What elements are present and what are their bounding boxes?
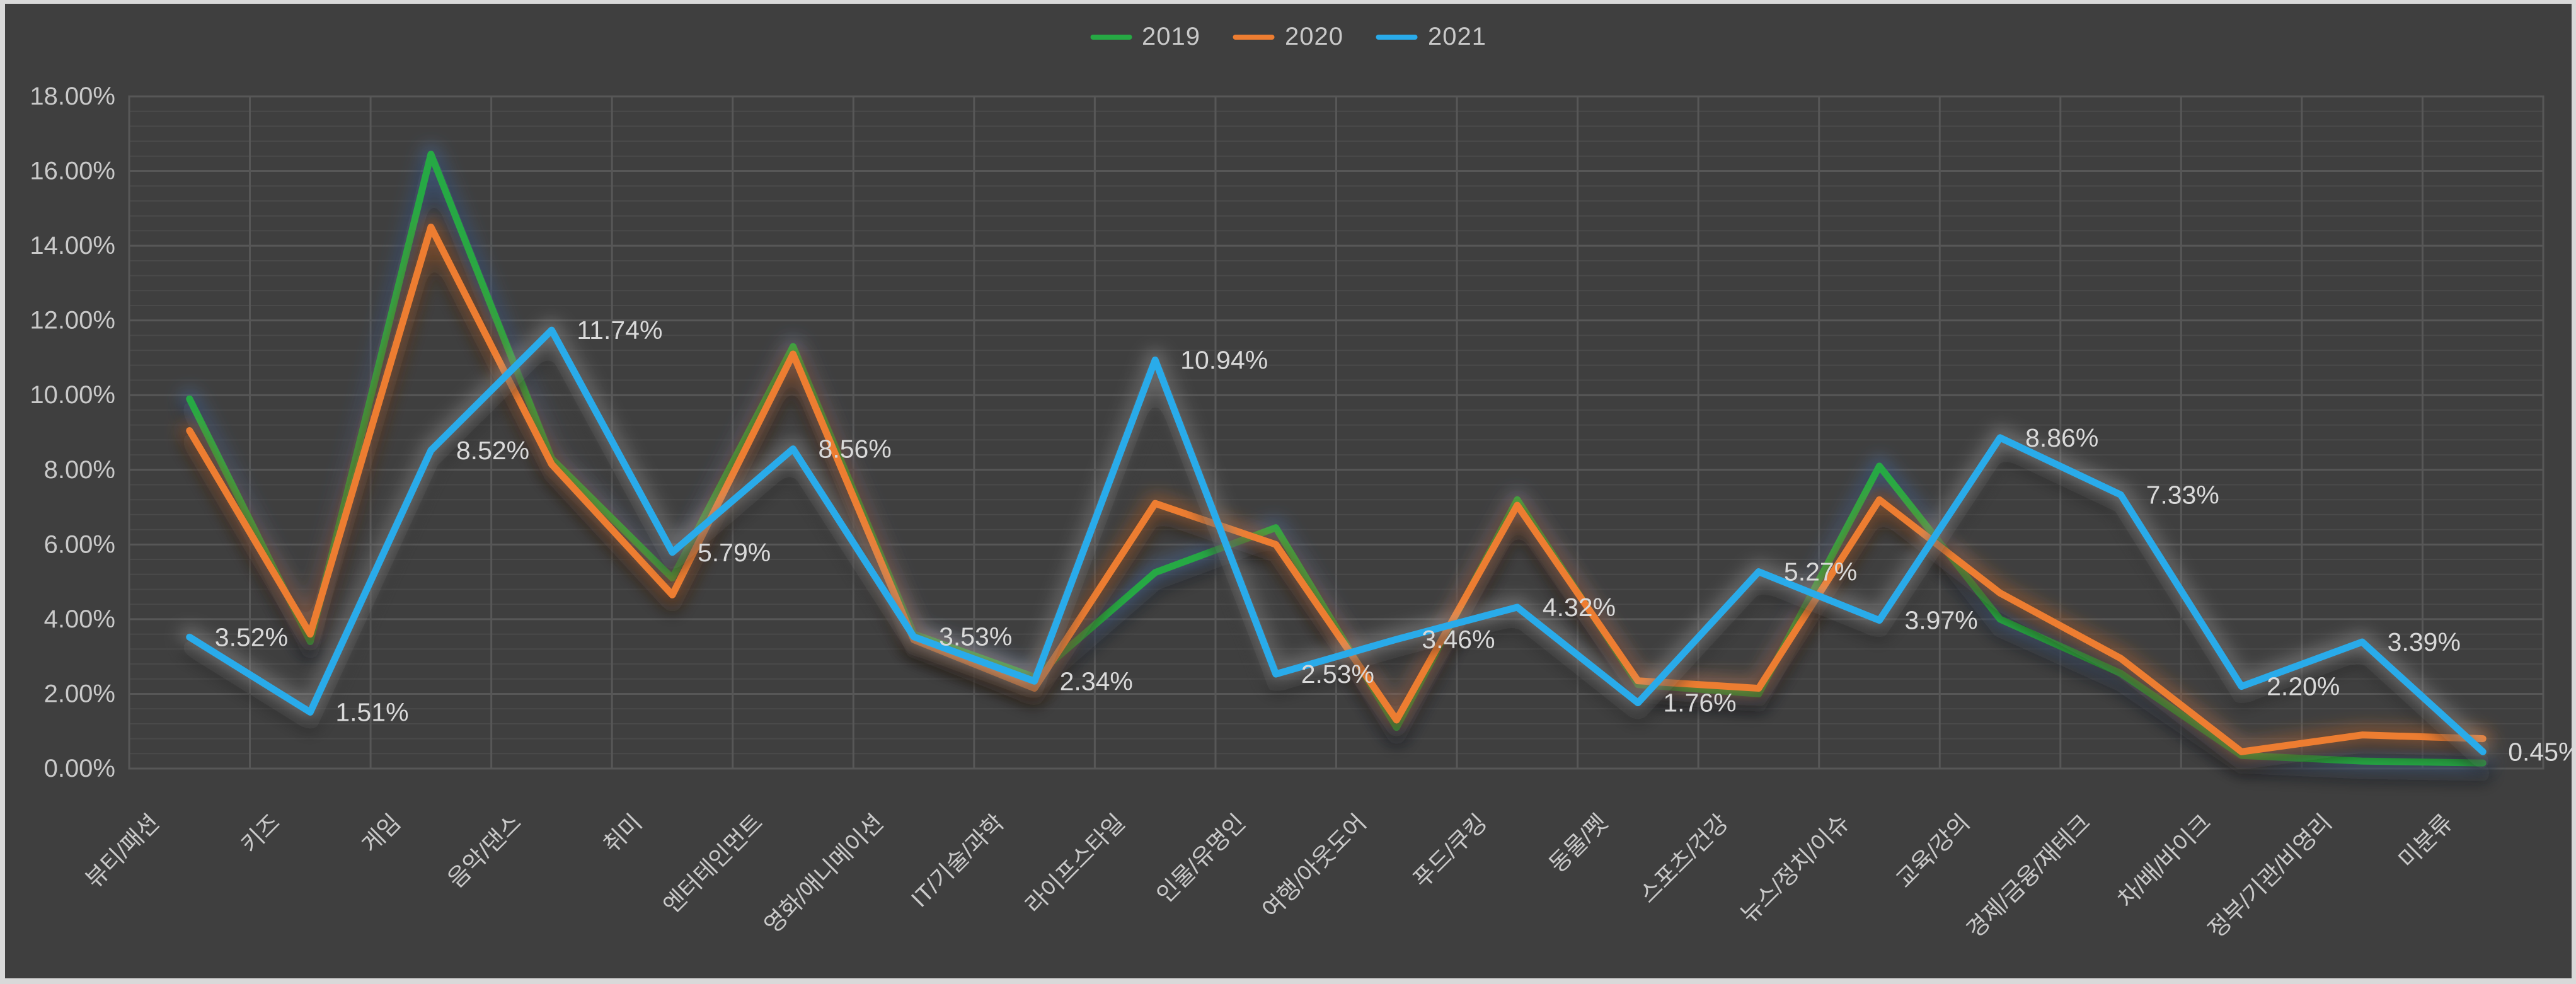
- legend-label: 2020: [1285, 23, 1343, 50]
- x-category-label: 경제/금융/재테크: [1962, 810, 2095, 943]
- data-label: 8.52%: [456, 436, 529, 465]
- data-label: 5.27%: [1784, 558, 1857, 586]
- data-label: 2.53%: [1301, 660, 1374, 689]
- legend: 2019 2020 2021: [1090, 23, 1486, 51]
- y-tick-label: 12.00%: [30, 307, 115, 335]
- chart-frame: 2019 2020 2021 18.00% 16.00% 14.00% 12.00% 10.…: [5, 4, 2572, 978]
- legend-item-2021: 2021: [1376, 23, 1486, 51]
- x-category-label: 게임: [357, 810, 405, 858]
- data-label: 5.79%: [698, 538, 771, 567]
- legend-item-2020: 2020: [1233, 23, 1343, 51]
- x-category-label: 여행/아웃도어: [1257, 810, 1371, 924]
- x-category-label: 정부/기관/비영리: [2203, 810, 2337, 943]
- y-tick-label: 10.00%: [30, 381, 115, 409]
- legend-swatch-2020: [1233, 34, 1275, 40]
- data-label: 1.51%: [335, 697, 408, 726]
- legend-label: 2019: [1142, 23, 1201, 50]
- data-label: 2.34%: [1060, 666, 1133, 695]
- data-label: 8.56%: [819, 435, 892, 464]
- x-category-label: 교육/강의: [1891, 810, 1975, 893]
- legend-label: 2021: [1427, 23, 1486, 50]
- y-tick-label: 16.00%: [30, 157, 115, 185]
- x-category-label: 키즈: [236, 810, 285, 858]
- x-category-label: 뷰티/패션: [81, 810, 164, 893]
- data-label: 4.32%: [1543, 593, 1616, 622]
- data-label: 10.94%: [1180, 346, 1268, 375]
- y-axis-labels: 18.00% 16.00% 14.00% 12.00% 10.00% 8.00% 6.00%…: [30, 83, 115, 782]
- data-label: 8.86%: [2025, 423, 2098, 452]
- data-label: 3.46%: [1422, 625, 1495, 654]
- data-label: 7.33%: [2146, 480, 2219, 509]
- y-tick-label: 6.00%: [44, 530, 115, 558]
- legend-swatch-2021: [1376, 34, 1418, 40]
- series-line-2021: [186, 326, 2487, 755]
- data-label: 3.39%: [2388, 627, 2461, 656]
- line-chart: 18.00% 16.00% 14.00% 12.00% 10.00% 8.00% 6.00%…: [30, 83, 2572, 943]
- series-line-2020: [186, 223, 2487, 755]
- plot-border: [128, 95, 2544, 770]
- data-label: 3.52%: [215, 622, 288, 651]
- x-category-label: 취미: [598, 810, 647, 858]
- x-category-label: 차/배/바이크: [2113, 810, 2216, 913]
- data-label: 3.53%: [939, 622, 1012, 651]
- x-category-label: 뉴스/정치/이슈: [1735, 810, 1854, 928]
- legend-swatch-2019: [1090, 34, 1132, 40]
- series-lines: [180, 144, 2493, 782]
- x-category-label: 미분류: [2394, 810, 2458, 873]
- y-tick-label: 14.00%: [30, 232, 115, 260]
- data-label: 2.20%: [2267, 672, 2340, 701]
- x-category-label: 영화/애니메이션: [759, 810, 888, 939]
- data-label: 11.74%: [577, 316, 662, 345]
- y-tick-label: 18.00%: [30, 83, 115, 110]
- y-tick-label: 8.00%: [44, 456, 115, 484]
- x-category-label: 동물/펫: [1544, 810, 1613, 878]
- x-category-label: 엔터테인먼트: [658, 810, 768, 918]
- data-label: 0.45%: [2508, 737, 2572, 766]
- x-category-label: IT/기술/과학: [906, 810, 1009, 912]
- gridlines: [128, 95, 2544, 770]
- x-category-label: 음악/댄스: [443, 810, 527, 893]
- y-tick-label: 0.00%: [44, 755, 115, 782]
- data-label: 1.76%: [1663, 689, 1736, 718]
- y-tick-label: 2.00%: [44, 680, 115, 707]
- data-labels-2021: 3.52% 1.51% 8.52% 11.74% 5.79% 8.56% 3.53% 2.34…: [215, 316, 2572, 766]
- legend-item-2019: 2019: [1090, 23, 1200, 51]
- x-category-label: 라이프스타일: [1020, 810, 1129, 918]
- y-tick-label: 4.00%: [44, 605, 115, 633]
- x-category-label: 스포츠/건강: [1635, 810, 1734, 908]
- x-category-label: 인물/유명인: [1152, 810, 1251, 908]
- data-label: 3.97%: [1904, 606, 1977, 635]
- x-category-label: 푸드/쿠킹: [1408, 810, 1492, 893]
